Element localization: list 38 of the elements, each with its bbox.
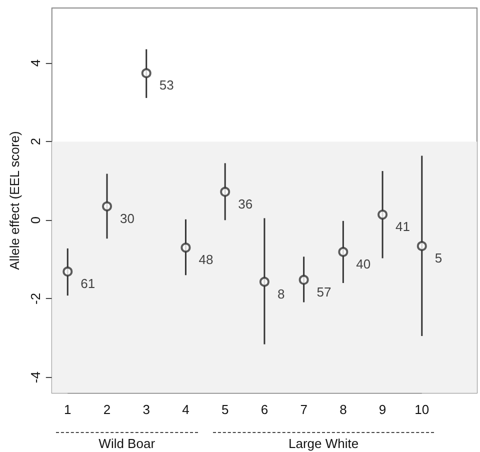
annotation: 41 (396, 219, 410, 234)
y-tick-label: 2 (28, 138, 43, 146)
x-tick-label: 6 (260, 402, 268, 417)
annotation: 48 (198, 252, 214, 268)
x-tick-label: 9 (378, 402, 386, 417)
text: Large White (288, 436, 359, 451)
point (378, 210, 388, 220)
point (62, 266, 73, 277)
annotation: 8 (277, 286, 285, 302)
point (416, 241, 427, 252)
annotation: 30 (120, 210, 134, 226)
x-tick-label: 8 (340, 402, 347, 417)
x-tick-label: 4 (182, 402, 190, 417)
y-tick-label: -2 (28, 292, 43, 304)
annotation: 36 (238, 196, 253, 212)
x-tick-label: 3 (142, 402, 150, 417)
point (259, 276, 270, 287)
point (298, 274, 309, 285)
annotation: 61 (80, 276, 96, 292)
point (141, 68, 152, 78)
x-tick-label: 1 (64, 402, 72, 417)
y-tick-label: 4 (28, 59, 43, 67)
text: Wild Boar (98, 436, 156, 451)
y-tick-label: -4 (28, 372, 43, 384)
x-tick-label: 5 (221, 402, 229, 417)
x-tick-label: 2 (103, 402, 111, 417)
annotation: 5 (434, 250, 442, 266)
y-axis-title: Allele effect (EEL score) (7, 131, 22, 270)
x-tick-label: 10 (414, 402, 430, 417)
x-tick-label: 7 (300, 402, 308, 417)
point (220, 186, 230, 197)
point (102, 201, 112, 212)
point (180, 242, 191, 253)
annotation: 57 (316, 284, 332, 300)
y-tick-label: 0 (28, 216, 43, 224)
annotation: 53 (159, 78, 174, 93)
point (338, 246, 348, 257)
annotation: 40 (356, 256, 371, 272)
